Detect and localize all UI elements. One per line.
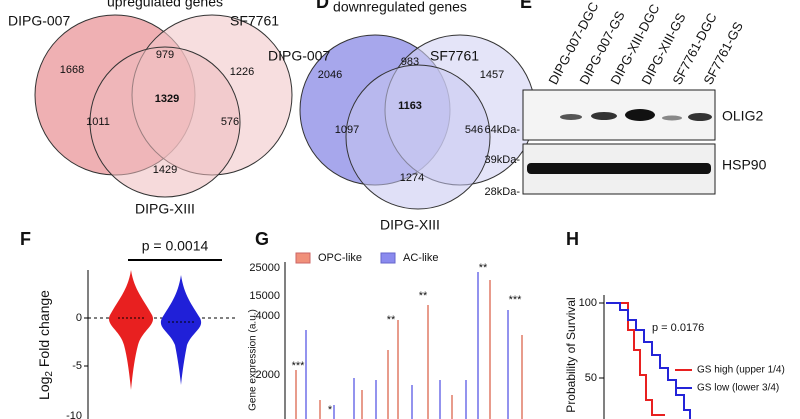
blot-box [522, 89, 716, 141]
y-axis-label: Probability of Survival [564, 297, 578, 412]
band [591, 112, 617, 120]
p-value: p = 0.0176 [652, 322, 704, 334]
venn-up: upregulated genes DIPG-007 SF7761 DIPG-X… [8, 0, 293, 217]
y-tick-label: 0 [76, 312, 82, 324]
set-label: DIPG-007 [8, 13, 70, 29]
legend-label: OPC-like [318, 252, 362, 264]
y-tick-label: -10 [66, 410, 82, 419]
venn-count: 1163 [398, 100, 422, 112]
y-tick-label: -5 [72, 360, 82, 372]
western-blot: E OLIG2 HSP90 64kDa- 39kDa- 28kDa- DIPG-… [485, 0, 767, 198]
venn-title: downregulated genes [333, 0, 467, 15]
p-value: p = 0.0014 [142, 238, 209, 254]
marker-label: 64kDa- [485, 124, 521, 136]
marker-label: 39kDa- [485, 154, 521, 166]
set-label: DIPG-007 [268, 48, 330, 64]
significance: ** [479, 262, 488, 274]
panel-label: H [566, 229, 579, 249]
protein-label: OLIG2 [722, 108, 763, 124]
y-axis-label: Gene expression (a.u.) [248, 309, 259, 411]
y-tick-label: 15000 [249, 290, 280, 302]
venn-count: 1668 [60, 64, 84, 76]
set-label: DIPG-XIII [135, 201, 195, 217]
significance: ** [419, 290, 428, 302]
panel-h: H 100 50 Probability of Survival p = 0.0… [564, 229, 785, 419]
legend-label: GS high (upper 1/4) [697, 365, 785, 376]
y-tick-label: 25000 [249, 262, 280, 274]
venn-count: 576 [221, 116, 239, 128]
marker-label: 28kDa- [485, 186, 521, 198]
venn-count: 1011 [86, 116, 110, 128]
legend-swatch [295, 252, 311, 264]
venn-count: 1429 [153, 164, 177, 176]
set-label: SF7761 [230, 13, 279, 29]
violin [160, 275, 202, 385]
set-label: DIPG-XIII [380, 217, 440, 233]
panel-label: D [316, 0, 329, 12]
y-tick-label: 50 [585, 372, 597, 384]
venn-count: 979 [156, 49, 174, 61]
band [625, 109, 655, 121]
panel-f: F p = 0.0014 0 -5 -10 Log2 Fold change [20, 229, 235, 419]
y-tick-label: 4000 [256, 310, 280, 322]
venn-count: 1274 [400, 172, 424, 184]
significance: *** [292, 360, 306, 372]
legend-swatch [380, 252, 396, 264]
venn-down: D downregulated genes DIPG-007 SF7761 DI… [268, 0, 536, 233]
venn-count: 983 [401, 56, 419, 68]
y-tick-label: 100 [579, 297, 597, 309]
venn-circle [345, 64, 491, 210]
significance: *** [509, 294, 523, 306]
band [527, 163, 711, 174]
venn-count: 1097 [335, 124, 359, 136]
band [560, 114, 582, 120]
survival-curve [606, 302, 691, 419]
venn-circle [89, 46, 241, 198]
venn-count: 1329 [155, 93, 179, 105]
venn-count: 2046 [318, 69, 342, 81]
venn-count: 1226 [230, 66, 254, 78]
legend-label: AC-like [403, 252, 438, 264]
y-axis-label: Log2 Fold change [36, 290, 55, 400]
venn-count: 546 [465, 124, 483, 136]
band [688, 113, 712, 121]
panel-label: F [20, 229, 31, 249]
panel-label: E [520, 0, 532, 12]
panel-label: G [255, 229, 269, 249]
legend-label: GS low (lower 3/4) [697, 383, 779, 394]
y-tick-label: 2000 [256, 369, 280, 381]
significance: ** [387, 314, 396, 326]
survival-curve [606, 302, 665, 416]
panel-g: G OPC-like AC-like 25000 15000 4000 2000… [248, 229, 523, 419]
band [662, 115, 682, 121]
venn-title: upregulated genes [107, 0, 223, 10]
set-label: SF7761 [430, 48, 479, 64]
venn-count: 1457 [480, 69, 504, 81]
significance: * [328, 404, 333, 416]
violin [108, 270, 154, 390]
protein-label: HSP90 [722, 157, 767, 173]
